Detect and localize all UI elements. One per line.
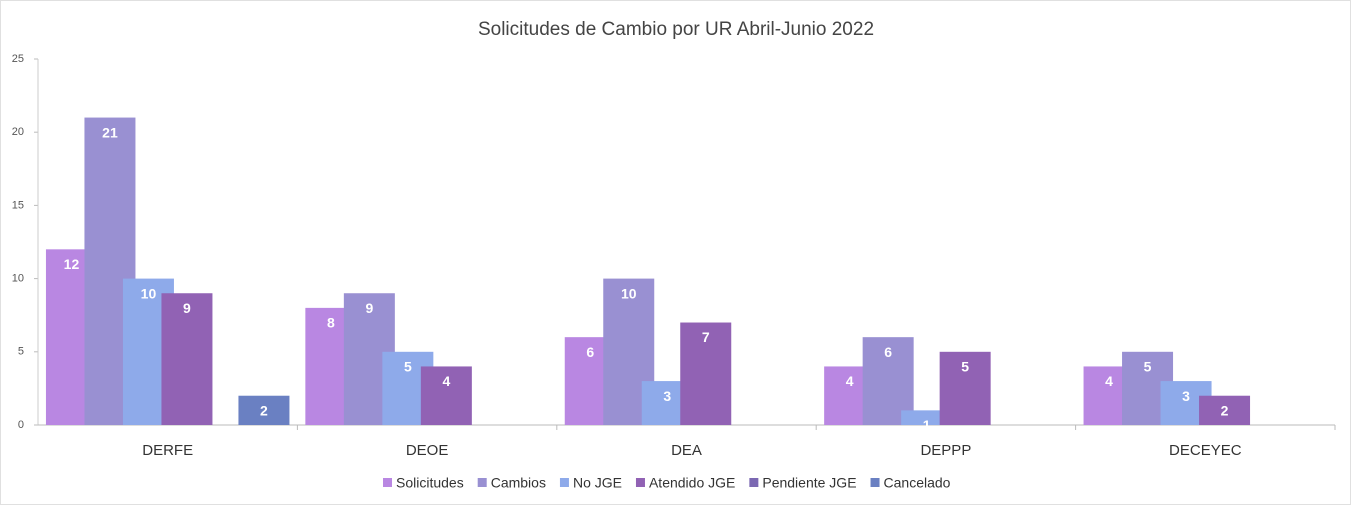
x-tick-label: DEPPP [920, 442, 971, 459]
y-tick-label: 10 [12, 273, 24, 285]
y-tick-label: 25 [12, 53, 24, 65]
data-label: 21 [102, 124, 118, 140]
x-tick-label: DECEYEC [1169, 442, 1242, 459]
data-label: 8 [327, 315, 335, 331]
legend-label: Cambios [491, 475, 546, 491]
x-tick-label: DEOE [406, 442, 449, 459]
legend-swatch [383, 478, 392, 487]
data-label: 5 [1144, 359, 1152, 375]
data-label: 9 [365, 300, 373, 316]
legend-swatch [749, 478, 759, 487]
legend-swatch [870, 478, 880, 487]
data-label: 10 [621, 285, 637, 301]
legend-label: Cancelado [884, 475, 951, 491]
data-label: 6 [586, 344, 594, 360]
bar [680, 322, 732, 425]
y-tick-label: 5 [18, 346, 24, 358]
data-label: 12 [64, 256, 80, 272]
legend-swatch [559, 478, 569, 487]
legend-label: Atendido JGE [649, 475, 735, 491]
bar [238, 395, 290, 425]
bar [420, 366, 472, 425]
y-tick-label: 20 [12, 126, 24, 138]
data-label: 6 [884, 344, 892, 360]
bar [1199, 395, 1251, 425]
legend-swatch [635, 478, 645, 487]
legend-label: No JGE [573, 475, 622, 491]
y-tick-label: 15 [12, 199, 24, 211]
data-label: 9 [183, 300, 191, 316]
legend-label: Solicitudes [396, 475, 464, 491]
data-label: 4 [1105, 373, 1113, 389]
data-label: 7 [702, 329, 710, 345]
data-label: 10 [141, 285, 157, 301]
x-tick-label: DERFE [142, 442, 193, 459]
data-label: 5 [404, 359, 412, 375]
data-label: 2 [260, 402, 268, 418]
legend-label: Pendiente JGE [762, 475, 856, 491]
data-label: 3 [663, 388, 671, 404]
x-tick-label: DEA [671, 442, 702, 459]
bar [939, 351, 991, 425]
bar [901, 410, 953, 425]
bar [161, 293, 213, 425]
data-label: 5 [961, 359, 969, 375]
data-label: 3 [1182, 388, 1190, 404]
data-label: 1 [923, 417, 931, 433]
data-label: 4 [846, 373, 854, 389]
data-label: 2 [1221, 402, 1229, 418]
data-label: 4 [442, 373, 450, 389]
legend-swatch [477, 478, 487, 487]
chart-title: Solicitudes de Cambio por UR Abril-Junio… [478, 19, 874, 40]
y-tick-label: 0 [18, 419, 24, 431]
